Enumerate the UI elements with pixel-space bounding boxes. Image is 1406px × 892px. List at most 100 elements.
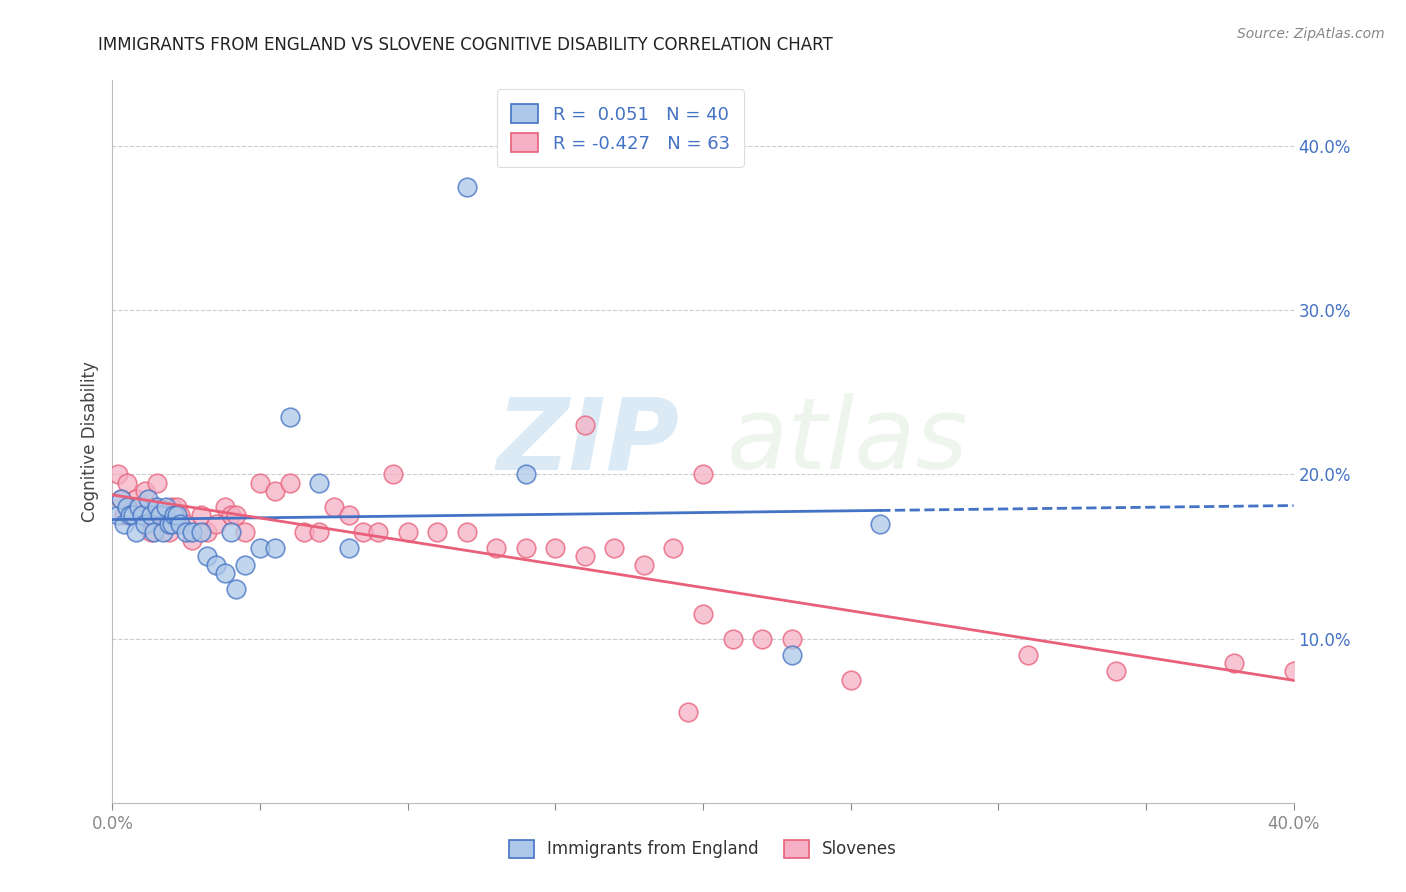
Text: ZIP: ZIP — [496, 393, 679, 490]
Point — [117, 500, 138, 515]
Point — [122, 500, 145, 515]
Point — [149, 508, 172, 523]
Point — [839, 673, 862, 687]
Point — [160, 516, 183, 531]
Text: atlas: atlas — [727, 393, 969, 490]
Point — [678, 706, 700, 720]
Point — [264, 541, 287, 556]
Legend: Immigrants from England, Slovenes: Immigrants from England, Slovenes — [501, 831, 905, 867]
Point — [181, 533, 204, 547]
Point — [396, 524, 419, 539]
Point — [155, 508, 177, 523]
Point — [166, 508, 188, 523]
Point — [205, 516, 228, 531]
Point — [485, 541, 508, 556]
Point — [117, 475, 138, 490]
Point — [426, 524, 449, 539]
Point — [128, 500, 150, 515]
Point — [157, 524, 180, 539]
Point — [214, 500, 236, 515]
Point — [233, 558, 256, 572]
Point — [456, 524, 478, 539]
Point — [107, 508, 129, 523]
Point — [323, 500, 346, 515]
Point — [139, 508, 162, 523]
Point — [142, 500, 165, 515]
Point — [367, 524, 389, 539]
Point — [751, 632, 773, 646]
Point — [515, 541, 537, 556]
Point — [160, 500, 183, 515]
Point — [120, 508, 142, 523]
Point — [139, 524, 162, 539]
Point — [195, 549, 218, 564]
Point — [125, 524, 148, 539]
Point — [190, 508, 212, 523]
Point — [169, 516, 191, 531]
Point — [574, 418, 596, 433]
Point — [633, 558, 655, 572]
Point — [225, 508, 247, 523]
Point — [337, 541, 360, 556]
Point — [869, 516, 891, 531]
Point — [1017, 648, 1039, 662]
Point — [125, 491, 148, 506]
Point — [112, 508, 135, 523]
Point — [249, 541, 271, 556]
Point — [225, 582, 247, 597]
Point — [163, 508, 186, 523]
Point — [142, 524, 165, 539]
Point — [352, 524, 374, 539]
Point — [1223, 657, 1246, 671]
Point — [190, 524, 212, 539]
Point — [174, 524, 197, 539]
Point — [157, 516, 180, 531]
Point — [574, 549, 596, 564]
Point — [195, 524, 218, 539]
Point — [278, 475, 301, 490]
Text: Source: ZipAtlas.com: Source: ZipAtlas.com — [1237, 27, 1385, 41]
Point — [214, 566, 236, 580]
Point — [1282, 665, 1305, 679]
Point — [692, 467, 714, 482]
Point — [249, 475, 271, 490]
Y-axis label: Cognitive Disability: Cognitive Disability — [80, 361, 98, 522]
Point — [515, 467, 537, 482]
Point — [721, 632, 744, 646]
Point — [233, 524, 256, 539]
Point — [603, 541, 626, 556]
Point — [662, 541, 685, 556]
Point — [692, 607, 714, 621]
Point — [308, 524, 330, 539]
Point — [155, 500, 177, 515]
Point — [128, 500, 150, 515]
Point — [181, 524, 204, 539]
Point — [278, 409, 301, 424]
Point — [163, 508, 186, 523]
Point — [544, 541, 567, 556]
Point — [205, 558, 228, 572]
Point — [136, 491, 159, 506]
Point — [120, 508, 142, 523]
Point — [149, 508, 172, 523]
Point — [122, 508, 145, 523]
Point — [166, 500, 188, 515]
Point — [110, 491, 132, 506]
Text: IMMIGRANTS FROM ENGLAND VS SLOVENE COGNITIVE DISABILITY CORRELATION CHART: IMMIGRANTS FROM ENGLAND VS SLOVENE COGNI… — [98, 36, 834, 54]
Point — [337, 508, 360, 523]
Point — [134, 516, 156, 531]
Point — [136, 508, 159, 523]
Point — [169, 508, 191, 523]
Point — [780, 648, 803, 662]
Point — [134, 483, 156, 498]
Point — [1105, 665, 1128, 679]
Point — [146, 500, 169, 515]
Point — [219, 524, 242, 539]
Point — [146, 475, 169, 490]
Point — [292, 524, 315, 539]
Point — [112, 516, 135, 531]
Point — [131, 508, 153, 523]
Point — [152, 508, 174, 523]
Point — [110, 491, 132, 506]
Point — [308, 475, 330, 490]
